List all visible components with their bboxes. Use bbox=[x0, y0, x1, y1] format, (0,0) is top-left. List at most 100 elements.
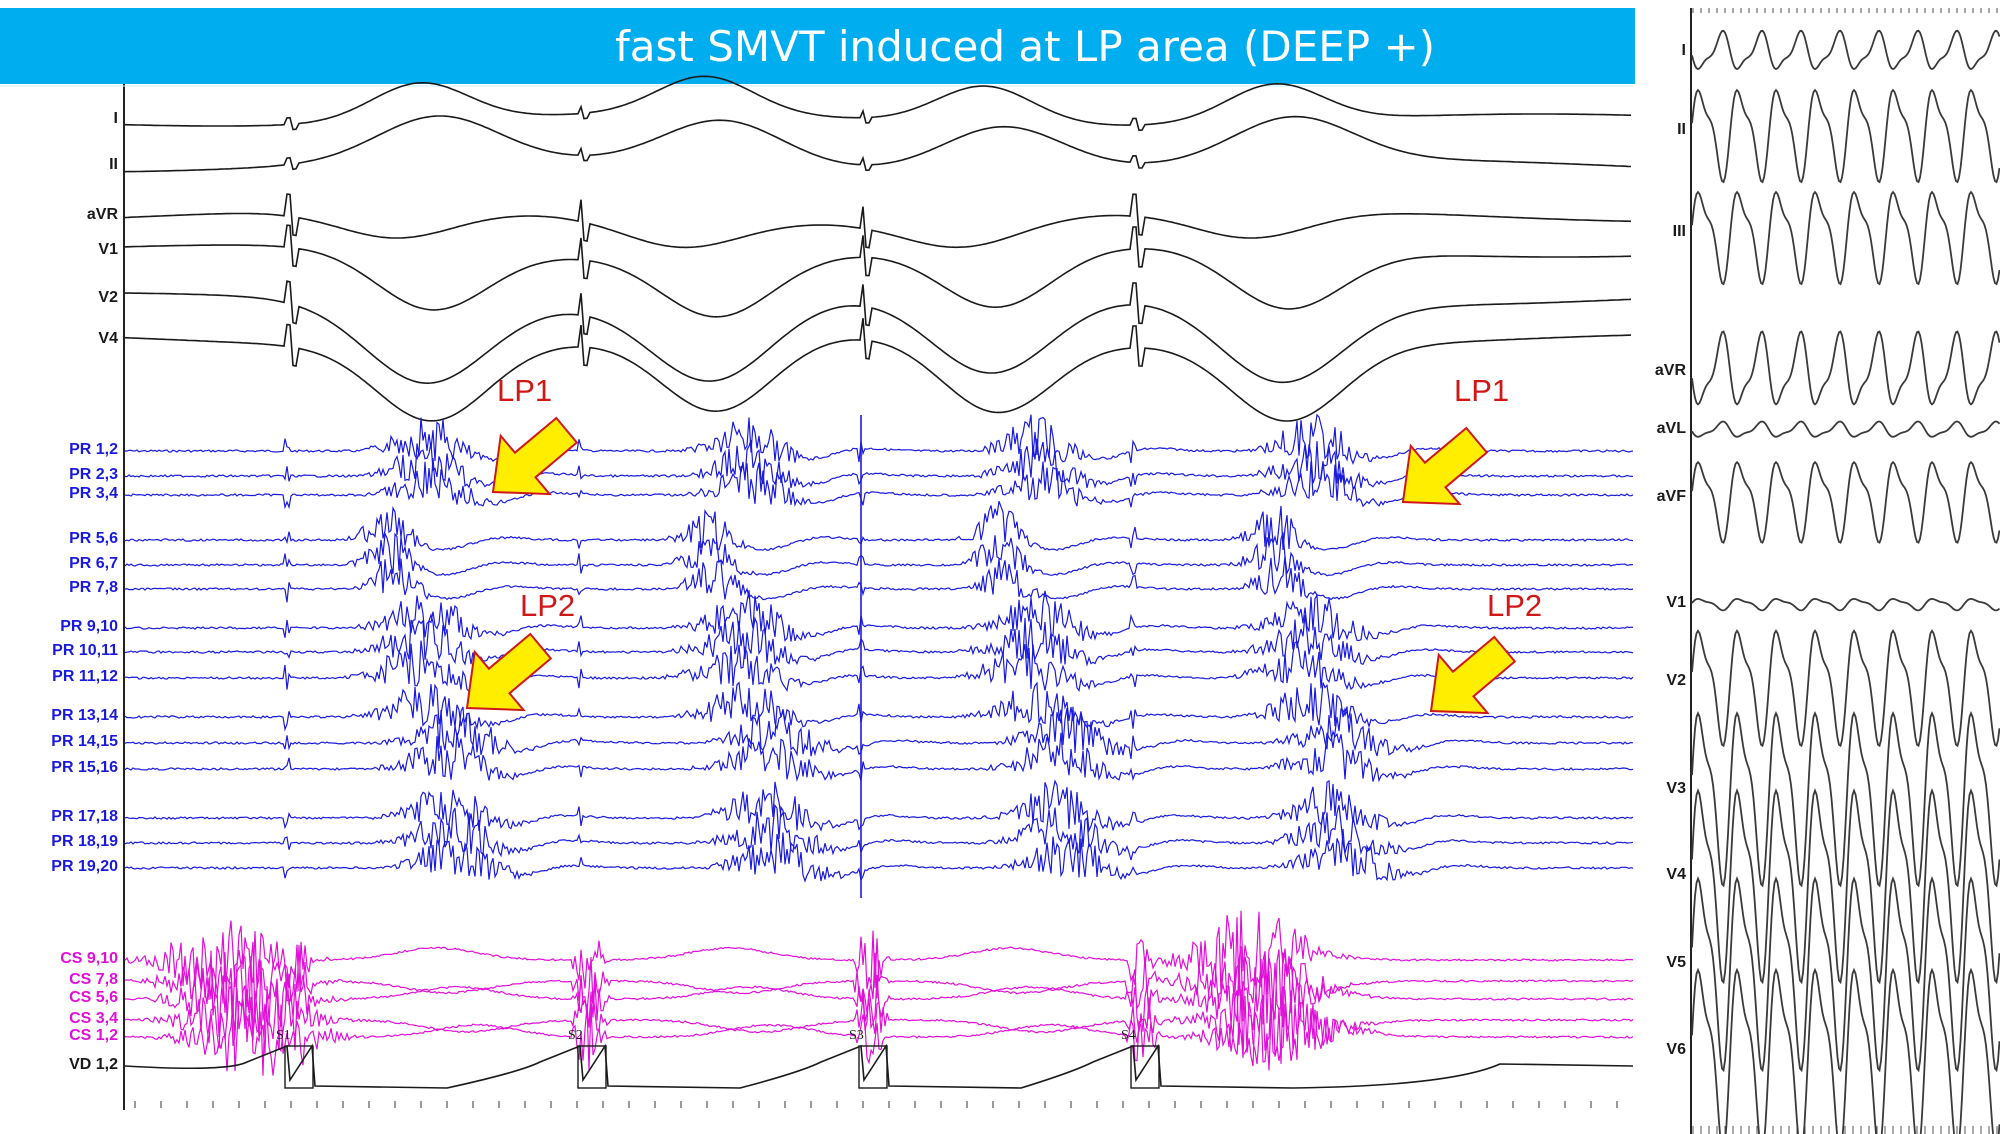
pr-lead-label: PR 7,8 bbox=[69, 579, 118, 596]
pr-lead-trace bbox=[124, 681, 1634, 732]
pr-lead-label: PR 3,4 bbox=[69, 485, 118, 502]
right-lead-label: aVL bbox=[1656, 420, 1686, 437]
lp1-label-left: LP1 bbox=[497, 373, 553, 408]
pr-catheter-traces bbox=[124, 413, 1634, 898]
pr-lead-label: PR 11,12 bbox=[52, 668, 118, 685]
pr-lead-label: PR 9,10 bbox=[60, 618, 118, 635]
right-lead-label: V3 bbox=[1666, 780, 1686, 797]
cs-lead-label: CS 5,6 bbox=[69, 989, 118, 1006]
right-lead-trace bbox=[1691, 29, 2000, 71]
lp2-label-right: LP2 bbox=[1487, 588, 1543, 623]
surface-lead-label: II bbox=[109, 156, 118, 173]
surface-lead-label: V4 bbox=[98, 330, 118, 347]
pr-lead-trace bbox=[124, 612, 1634, 667]
surface-lead-trace bbox=[124, 318, 1632, 422]
surface-lead-trace bbox=[125, 280, 1632, 385]
pr-lead-trace bbox=[124, 531, 1634, 577]
surface-lead-trace bbox=[124, 224, 1632, 318]
right-lead-label: V2 bbox=[1666, 672, 1686, 689]
pr-lead-trace bbox=[124, 729, 1634, 783]
right-lead-label: aVF bbox=[1656, 488, 1686, 505]
pr-lead-label: PR 13,14 bbox=[51, 707, 118, 724]
pr-lead-label: PR 5,6 bbox=[69, 530, 118, 547]
cs-lead-trace bbox=[124, 941, 1634, 1028]
right-lead-label: V4 bbox=[1666, 866, 1686, 883]
right-lead-trace bbox=[1691, 967, 2000, 1134]
pr-lead-label: PR 15,16 bbox=[51, 759, 118, 776]
right-lead-label: V1 bbox=[1666, 594, 1686, 611]
stimulus-s4: S4 bbox=[1121, 1028, 1136, 1043]
cs-lead-label: CS 3,4 bbox=[69, 1010, 118, 1027]
pr-lead-trace bbox=[124, 803, 1634, 861]
vd-lead-label: VD 1,2 bbox=[69, 1056, 118, 1073]
pr-lead-trace bbox=[124, 555, 1634, 603]
lp1-arrow-right bbox=[1401, 426, 1489, 506]
stimulus-s2: S2 bbox=[568, 1028, 583, 1043]
pr-lead-label: PR 14,15 bbox=[51, 733, 118, 750]
cs-lead-trace bbox=[124, 972, 1634, 1067]
lp1-arrow-left bbox=[491, 416, 579, 496]
pr-lead-label: PR 10,11 bbox=[52, 642, 118, 659]
cs-lead-trace bbox=[124, 986, 1634, 1076]
pr-lead-trace bbox=[124, 500, 1634, 552]
cs-lead-trace bbox=[124, 910, 1634, 1000]
stimulus-pulse-marker bbox=[1130, 1045, 1160, 1089]
right-lead-trace bbox=[1691, 330, 2000, 406]
surface-lead-label: aVR bbox=[86, 206, 118, 223]
lp-arrows bbox=[465, 416, 1517, 715]
pr-lead-label: PR 17,18 bbox=[51, 808, 118, 825]
pr-lead-trace bbox=[124, 458, 1634, 510]
pr-lead-trace bbox=[124, 640, 1634, 693]
stimulus-pulse-marker bbox=[858, 1045, 888, 1089]
vd-lead-trace bbox=[124, 1043, 1634, 1089]
pr-lead-trace bbox=[124, 590, 1634, 642]
cs-lead-label: CS 1,2 bbox=[69, 1027, 118, 1044]
cs-lead-label: CS 7,8 bbox=[69, 971, 118, 988]
right-lead-trace bbox=[1691, 460, 2000, 544]
pr-lead-label: PR 1,2 bbox=[69, 441, 118, 458]
stimulus-pulse-marker bbox=[284, 1045, 314, 1089]
right-lead-trace bbox=[1691, 88, 2000, 184]
surface-lead-label: V1 bbox=[98, 241, 118, 258]
surface-lead-trace bbox=[124, 75, 1631, 132]
pr-lead-label: PR 19,20 bbox=[51, 858, 118, 875]
pr-lead-trace bbox=[124, 705, 1634, 760]
surface-lead-label: V2 bbox=[98, 289, 118, 306]
lp1-label-right: LP1 bbox=[1454, 373, 1510, 408]
right-lead-trace bbox=[1691, 711, 2000, 888]
right-12-lead-ecg bbox=[1690, 8, 2000, 1134]
surface-lead-trace bbox=[124, 115, 1632, 173]
right-lead-label: I bbox=[1681, 42, 1686, 59]
right-lead-label: V5 bbox=[1666, 954, 1686, 971]
right-lead-label: aVR bbox=[1654, 362, 1686, 379]
right-lead-trace bbox=[1691, 420, 2000, 438]
right-lead-trace bbox=[1691, 788, 2000, 985]
right-lead-label: V6 bbox=[1666, 1041, 1686, 1058]
surface-lead-trace bbox=[124, 193, 1632, 249]
lp2-arrow-left bbox=[465, 632, 553, 712]
pr-lead-trace bbox=[124, 828, 1634, 883]
pr-lead-trace bbox=[124, 413, 1634, 465]
pr-lead-label: PR 18,19 bbox=[51, 833, 118, 850]
stimulus-s3: S3 bbox=[849, 1028, 864, 1043]
pr-lead-trace bbox=[124, 779, 1634, 833]
cs-lead-label: CS 9,10 bbox=[60, 950, 118, 967]
lp2-label-left: LP2 bbox=[520, 588, 576, 623]
lp2-arrow-right bbox=[1429, 635, 1517, 715]
stimulus-pulse-marker bbox=[577, 1045, 607, 1089]
slide-title: fast SMVT induced at LP area (DEEP +) bbox=[615, 22, 1436, 71]
title-banner: fast SMVT induced at LP area (DEEP +) bbox=[0, 8, 1635, 84]
pr-lead-label: PR 6,7 bbox=[69, 555, 118, 572]
right-lead-trace bbox=[1691, 597, 2000, 612]
right-lead-label: III bbox=[1672, 223, 1686, 240]
surface-lead-label: I bbox=[113, 110, 118, 127]
pr-lead-trace bbox=[124, 438, 1634, 490]
right-lead-trace bbox=[1691, 876, 2000, 1073]
vd-trace bbox=[124, 1043, 1634, 1089]
pr-lead-label: PR 2,3 bbox=[69, 466, 118, 483]
right-lead-trace bbox=[1691, 629, 2000, 748]
right-lead-trace bbox=[1691, 190, 2000, 286]
stimulus-s1: S1 bbox=[276, 1028, 291, 1043]
cs-catheter-traces bbox=[124, 910, 1634, 1076]
